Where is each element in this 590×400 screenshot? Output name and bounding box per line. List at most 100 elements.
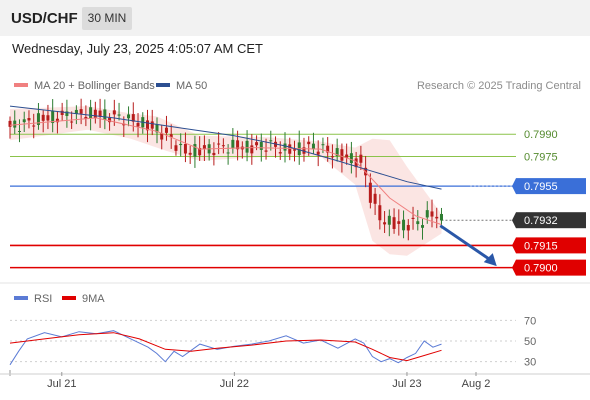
candle-body — [8, 120, 12, 127]
timestamp: Wednesday, July 23, 2025 4:05:07 AM CET — [12, 41, 263, 56]
candle-body — [345, 154, 349, 158]
candle-body — [387, 215, 391, 225]
candle-body — [51, 110, 55, 124]
timeframe-badge[interactable]: 30 MIN — [82, 7, 132, 30]
candle-body — [425, 210, 429, 218]
candle-body — [13, 120, 17, 128]
legend-ma50: MA 50 — [156, 80, 207, 92]
candle-body — [236, 140, 240, 150]
legend-ma50-swatch — [156, 83, 170, 88]
level-label: 0.7990 — [524, 129, 558, 141]
candle-body — [250, 145, 254, 154]
candle-body — [416, 221, 420, 225]
candle-body — [354, 158, 358, 168]
rsi-tick-label: 30 — [524, 357, 536, 369]
candle-body — [98, 110, 102, 117]
x-tick-label: Jul 23 — [392, 378, 421, 390]
candle-body — [41, 114, 45, 121]
candle-body — [212, 152, 216, 156]
candle-body — [70, 121, 74, 123]
candle-body — [255, 142, 259, 146]
candle-body — [406, 225, 410, 231]
candle-body — [136, 122, 140, 127]
candle-body — [60, 110, 64, 116]
candle-body — [439, 214, 443, 221]
legend-ma50-label: MA 50 — [176, 80, 208, 92]
candle-body — [127, 114, 131, 119]
candle-body — [17, 131, 21, 133]
candle-body — [411, 217, 415, 219]
candle-body — [117, 114, 121, 116]
candle-body — [288, 144, 292, 154]
candle-body — [32, 125, 36, 127]
legend-ma20-bb: MA 20 + Bollinger Bands — [14, 80, 155, 92]
level-badge-0.7915 — [516, 237, 586, 254]
candle-body — [46, 115, 50, 121]
candle-body — [430, 211, 434, 217]
candle-body — [131, 114, 135, 122]
candle-body — [179, 143, 183, 146]
candle-body — [174, 145, 178, 151]
candle-body — [79, 109, 83, 114]
candle-body — [55, 118, 59, 123]
candle-body — [397, 221, 401, 224]
candle-body — [231, 139, 235, 149]
legend-9ma-swatch — [62, 296, 76, 301]
level-badge-pointer-0.7900 — [512, 259, 516, 276]
candle-body — [112, 110, 116, 115]
candle-body — [183, 144, 187, 154]
ma20-line — [9, 117, 442, 226]
x-tick-label: Jul 21 — [47, 378, 76, 390]
candle-body — [378, 205, 382, 221]
header-bar: USD/CHF 30 MIN — [0, 0, 590, 36]
credit-text: Research © 2025 Trading Central — [416, 80, 581, 92]
candle-body — [359, 154, 363, 163]
candle-body — [22, 119, 26, 123]
level-label: 0.7975 — [524, 151, 558, 163]
candle-body — [36, 113, 40, 125]
candle-body — [259, 142, 263, 150]
candle-body — [160, 133, 164, 140]
candle-body — [421, 225, 425, 228]
candle-body — [169, 134, 173, 138]
candle-body — [65, 111, 69, 116]
candle-body — [392, 217, 396, 229]
candle-body — [330, 156, 334, 158]
candle-body — [402, 219, 406, 231]
x-tick-label: Jul 22 — [220, 378, 249, 390]
candle-body — [146, 120, 150, 131]
x-tick-label: Aug 2 — [462, 378, 491, 390]
candle-body — [74, 109, 78, 114]
candle-body — [188, 152, 192, 155]
rsi-line — [9, 330, 442, 366]
rsi-tick-label: 70 — [524, 315, 536, 327]
candle-body — [198, 147, 202, 156]
rsi-9ma-line — [9, 332, 442, 362]
candle-body — [202, 145, 206, 150]
candle-body — [155, 124, 159, 133]
candle-body — [264, 150, 268, 152]
legend-rsi: RSI — [14, 293, 52, 305]
level-label: 0.7955 — [524, 181, 558, 193]
candle-body — [221, 145, 225, 147]
candle-body — [103, 109, 107, 120]
candle-body — [383, 222, 387, 225]
ma50-line — [9, 105, 442, 190]
candle-body — [326, 145, 330, 153]
candle-body — [89, 107, 93, 119]
level-label: 0.7915 — [524, 240, 558, 252]
level-badge-0.7932 — [516, 212, 586, 229]
candle-body — [193, 144, 197, 157]
candle-body — [311, 143, 315, 150]
candle-body — [321, 144, 325, 146]
candle-body — [283, 143, 287, 151]
candle-body — [245, 140, 249, 153]
level-label: 0.7900 — [524, 263, 558, 275]
candle-body — [164, 127, 168, 133]
candle-body — [108, 117, 112, 123]
candle-body — [349, 153, 353, 164]
level-badge-0.7900 — [516, 259, 586, 276]
candle-body — [269, 140, 273, 142]
candle-body — [435, 216, 439, 219]
